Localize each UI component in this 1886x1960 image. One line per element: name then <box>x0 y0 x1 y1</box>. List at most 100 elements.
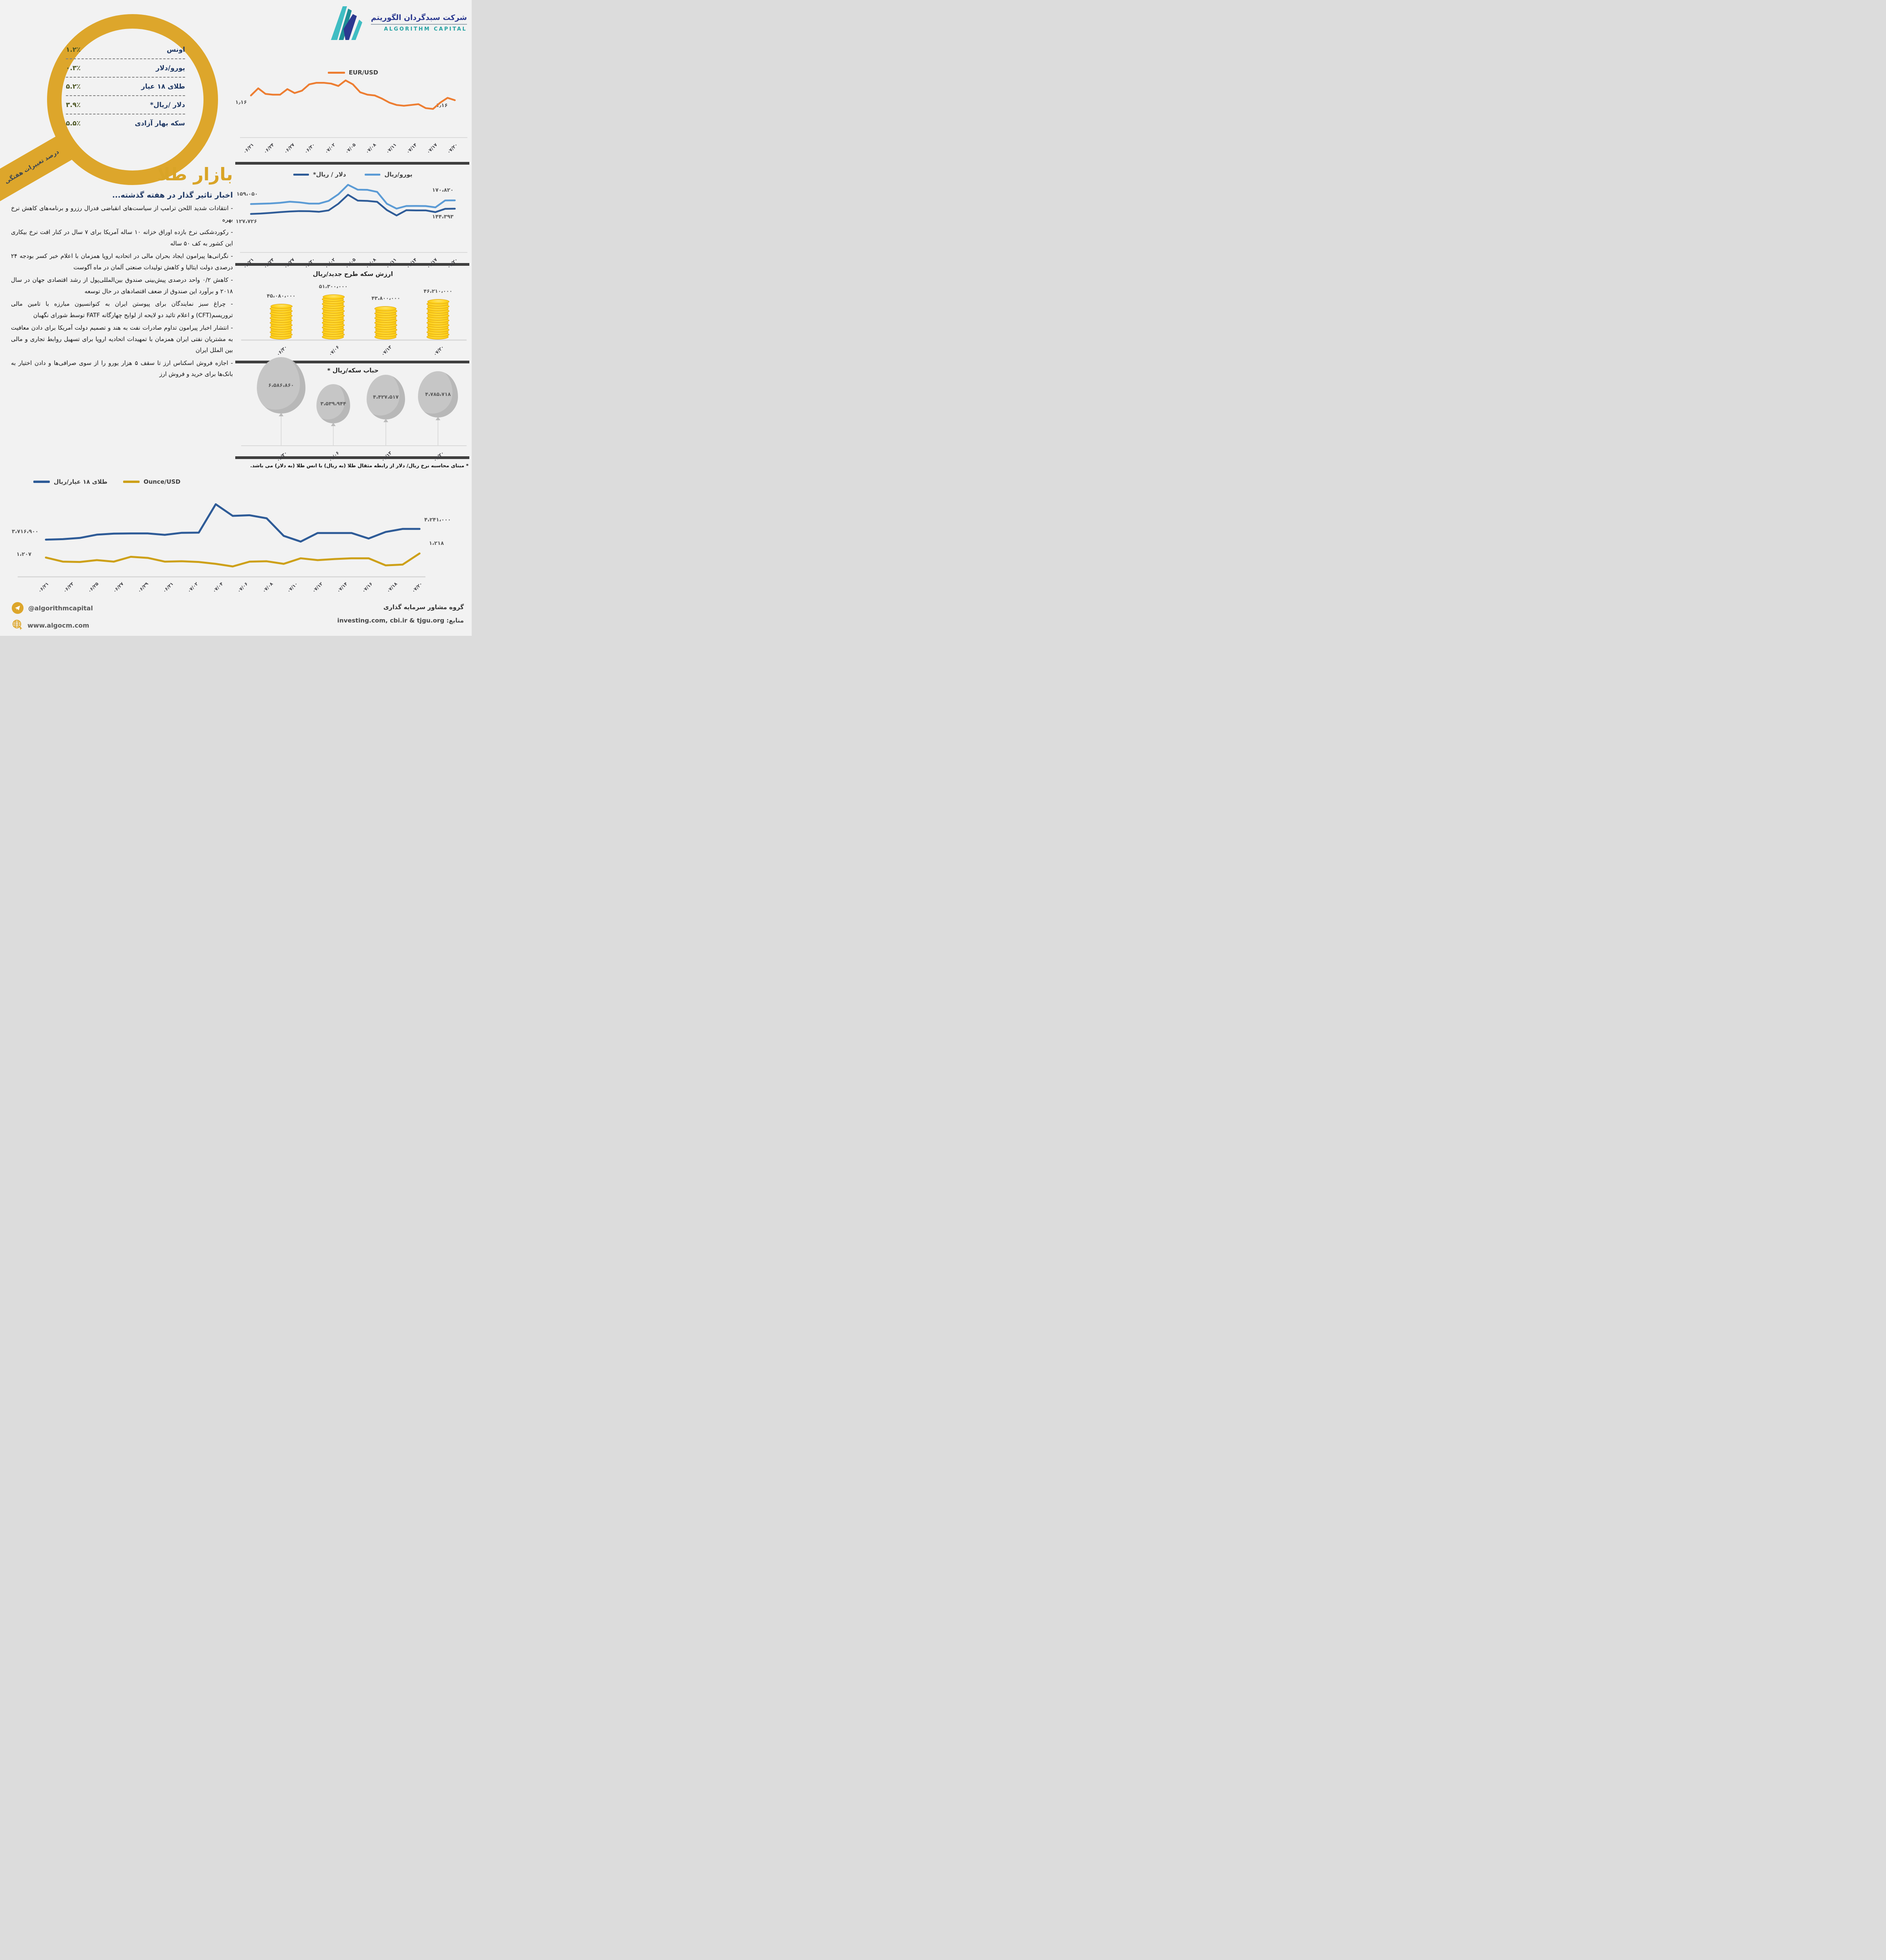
credits-sources: منابع: investing.com, cbi.ir & tjgu.org <box>337 617 464 624</box>
magnifier-row-label: یورو/دلار <box>156 64 185 72</box>
balloon-icon: ۳،۵۳۹،۹۴۴ <box>316 384 350 423</box>
news-item: - کاهش ۰/۲ واحد درصدی پیش‌بینی صندوق بین… <box>11 276 233 295</box>
weekly-change-table: اونس ۱.۲٪ یورو/دلار ۰.۳٪ طلای ۱۸ عیار ۵.۲٪ دلا… <box>66 41 185 132</box>
telegram-link[interactable]: @algorithmcapital <box>12 602 93 614</box>
rial-x-axis <box>240 252 467 253</box>
globe-icon <box>12 619 23 632</box>
ounce-legend-label: Ounce/USD <box>144 478 181 485</box>
bottom-x-axis <box>18 576 425 577</box>
coin-stack-value: ۴۳،۸۰۰،۰۰۰ <box>371 296 400 301</box>
balloon-knot-icon <box>279 413 283 416</box>
credits: گروه مشاور سرمایه گذاری منابع: investing… <box>337 604 464 624</box>
coin-bubble-title: حباب سکه/ریال * <box>327 367 379 374</box>
gold18-line <box>45 503 421 543</box>
coin-value-title: ارزش سکه طرح جدید/ریال <box>313 270 393 278</box>
news-item: - نگرانی‌ها پیرامون ایجاد بحران مالی در … <box>11 252 233 271</box>
news-item: - رکوردشکنی نرخ بازده اوراق خزانه ۱۰ سال… <box>11 229 233 247</box>
x-tick-label: ۰۷/۰۸ <box>261 581 274 594</box>
brand-name-en: ALGORITHM CAPITAL <box>384 26 467 32</box>
brand-logo: شرکت سبدگردان الگوریتم ALGORITHM CAPITAL <box>329 4 467 42</box>
x-tick-label: ۰۶/۲۱ <box>37 581 50 594</box>
eur-rial-start-label: ۱۵۹،۰۵۰ <box>236 191 258 197</box>
social-links: @algorithmcapital www.algocm.com <box>12 602 93 632</box>
balloon-value: ۴،۴۲۷،۵۱۷ <box>373 394 399 400</box>
website-url: www.algocm.com <box>27 621 89 629</box>
eurusd-x-axis <box>240 137 467 138</box>
usd-rial-start-label: ۱۲۷،۷۲۶ <box>236 218 257 225</box>
coin-icon <box>374 306 396 311</box>
magnifier-row-label: طلای ۱۸ عیار <box>141 82 185 91</box>
legend-item-eurusd: EUR/USD <box>327 69 378 76</box>
separator-bar-4 <box>235 456 469 459</box>
x-tick-label: ۰۷/۱۱ <box>385 142 398 155</box>
x-tick-label: ۰۷/۱۴ <box>405 142 418 155</box>
bottom-legend: طلای ۱۸ عیار/ریال Ounce/USD <box>33 478 180 485</box>
news-item: - چراغ سبز نمایندگان برای پیوستن ایران ب… <box>11 300 233 319</box>
usd-rial-legend-dash-icon <box>293 173 309 176</box>
x-tick-label: ۰۷/۱۰ <box>286 581 299 594</box>
balloon-knot-icon <box>436 417 440 420</box>
page-title: بازار طلا <box>157 164 233 185</box>
x-tick-label: ۰۶/۲۱ <box>242 142 255 155</box>
usd-rial-line <box>250 194 456 216</box>
usd-rial-legend-label: دلار / ریال* <box>313 171 346 178</box>
gold18-legend-label: طلای ۱۸ عیار/ریال <box>54 478 108 485</box>
balloon-knot-icon <box>383 419 388 422</box>
eur-rial-end-label: ۱۷۰،۸۲۰ <box>432 187 454 193</box>
sources-label: منابع: <box>446 617 464 624</box>
magnifier-row-value: ۵.۲٪ <box>66 82 81 91</box>
magnifier-row-label: سکه بهار آزادی <box>134 119 185 127</box>
x-tick-label: ۰۷/۲۰ <box>446 142 459 155</box>
magnifier-row: طلای ۱۸ عیار ۵.۲٪ <box>66 78 185 96</box>
x-tick-label: ۰۷/۱۷ <box>425 142 438 155</box>
x-tick-label: ۰۷/۱۲ <box>311 581 324 594</box>
news-item: - انتقادات شدید اللحن ترامپ از سیاست‌های… <box>11 205 233 223</box>
algorithm-capital-logo-icon <box>331 6 362 40</box>
balloon-icon: ۶،۵۸۶،۸۶۰ <box>257 357 305 414</box>
coin-icon <box>427 299 449 304</box>
magnifier-row-label: اونس <box>167 45 185 54</box>
x-tick-label: ۰۷/۰۴ <box>211 581 224 594</box>
magnifier-row-value: ۵.۵٪ <box>66 119 81 127</box>
legend-item-gold18: طلای ۱۸ عیار/ریال <box>33 478 107 485</box>
eur-rial-line <box>250 184 456 210</box>
balloon-value: ۶،۵۸۶،۸۶۰ <box>268 382 294 388</box>
coin-icon <box>323 294 345 299</box>
infographic-page: شرکت سبدگردان الگوریتم ALGORITHM CAPITAL… <box>0 0 472 636</box>
eurusd-line <box>250 79 456 110</box>
x-tick-label: ۰۶/۲۳ <box>62 581 75 594</box>
separator-bar-3 <box>235 361 469 363</box>
balloon-icon: ۴،۷۸۵،۷۱۸ <box>418 371 458 417</box>
x-tick-label: ۰۶/۳۱ <box>161 581 174 594</box>
magnifier-row: سکه بهار آزادی ۵.۵٪ <box>66 114 185 132</box>
x-tick-label: ۰۷/۲۰ <box>411 581 423 594</box>
rate-footnote: * مبنای محاسبه نرخ ریال/ دلار از رابطه م… <box>250 463 469 468</box>
x-tick-label: ۰۷/۰۵ <box>344 142 357 155</box>
separator-bar-2 <box>235 263 469 266</box>
telegram-handle: @algorithmcapital <box>28 604 93 612</box>
x-tick-label: ۰۷/۱۸ <box>385 581 399 594</box>
coin-stack-value: ۴۶،۲۱۰،۰۰۰ <box>423 289 452 294</box>
balloon-icon: ۴،۴۲۷،۵۱۷ <box>367 375 405 419</box>
x-tick-label: ۰۷/۱۴ <box>336 581 349 594</box>
legend-item-ounce: Ounce/USD <box>123 478 180 485</box>
x-tick-label: ۰۷/۰۲ <box>323 142 336 155</box>
ounce-legend-dash-icon <box>123 481 140 483</box>
website-link[interactable]: www.algocm.com <box>12 619 93 632</box>
legend-item-eur-rial: یورو/ریال <box>365 171 412 178</box>
x-tick-label: ۰۶/۲۴ <box>262 142 275 155</box>
magnifier-row: یورو/دلار ۰.۳٪ <box>66 59 185 78</box>
magnifier-row: اونس ۱.۲٪ <box>66 41 185 59</box>
balloon-value: ۳،۵۳۹،۹۴۴ <box>320 401 346 407</box>
ounce-start-label: ۱،۲۰۷ <box>16 551 32 557</box>
telegram-icon <box>12 602 24 614</box>
x-tick-label: ۰۷/۰۶ <box>236 581 249 594</box>
magnifier-row-value: ۱.۲٪ <box>66 45 81 54</box>
coin-x-axis <box>241 339 467 341</box>
magnifier-row-value: ۳.۹٪ <box>66 101 81 109</box>
eurusd-end-label: ۱٫۱۶ <box>436 102 448 109</box>
ounce-line <box>45 552 421 568</box>
eurusd-legend: EUR/USD <box>235 69 471 76</box>
eurusd-legend-label: EUR/USD <box>349 69 378 76</box>
eur-rial-legend-label: یورو/ریال <box>384 171 412 178</box>
